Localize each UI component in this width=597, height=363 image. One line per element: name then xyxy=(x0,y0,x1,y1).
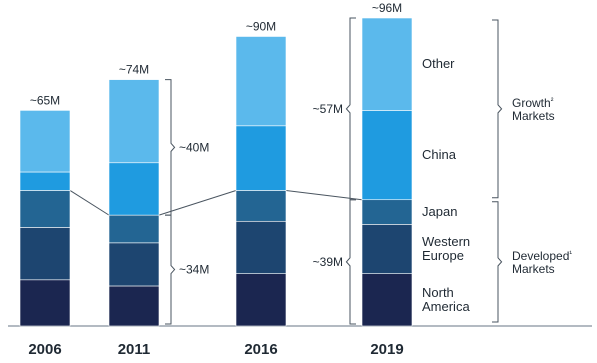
bracket-group-developed xyxy=(492,201,503,323)
group-label-developed: Developed¹ xyxy=(512,249,572,263)
segment-label-western-europe-2: Europe xyxy=(422,248,464,263)
bar-japan-2011 xyxy=(108,214,160,244)
connector-lines xyxy=(69,189,363,216)
bar-other-2016 xyxy=(235,36,287,127)
bar-other-2006 xyxy=(19,110,71,173)
bar-china-2019 xyxy=(361,110,413,201)
bar-western-europe-2006 xyxy=(19,227,71,281)
bar-north-america-2016 xyxy=(235,273,287,327)
bar-western-europe-2019 xyxy=(361,224,413,274)
year-label-2019: 2019 xyxy=(370,341,403,358)
segment-label-north-america-2: America xyxy=(422,299,470,314)
bar-china-2006 xyxy=(19,171,71,191)
connector-line-1 xyxy=(69,190,110,216)
group-label-growth: Growth² xyxy=(512,96,554,110)
bar-north-america-2011 xyxy=(108,285,160,327)
total-label-2019: ~96M xyxy=(372,1,402,15)
annotation-developed-2011: ~34M xyxy=(179,263,209,277)
year-label-2006: 2006 xyxy=(28,341,61,358)
bracket-developed-2019 xyxy=(345,199,356,325)
bar-western-europe-2016 xyxy=(235,220,287,274)
segment-label-china: China xyxy=(422,147,457,162)
year-label-2011: 2011 xyxy=(118,341,151,358)
group-label-developed-line-2: Markets xyxy=(512,262,555,276)
bracket-growth-2019 xyxy=(345,17,356,201)
bar-other-2011 xyxy=(108,79,160,164)
connector-line-2 xyxy=(158,190,237,216)
total-label-2016: ~90M xyxy=(246,19,276,33)
bar-japan-2006 xyxy=(19,190,71,228)
annotation-growth-2011: ~40M xyxy=(179,140,209,154)
connector-line-3 xyxy=(285,189,363,201)
year-label-2016: 2016 xyxy=(244,341,277,358)
annotation-growth-2019: ~57M xyxy=(313,102,343,116)
bracket-group-growth xyxy=(492,19,503,199)
bracket-developed-2011 xyxy=(165,214,176,325)
group-label-growth-line-2: Markets xyxy=(512,109,555,123)
bars xyxy=(19,17,413,327)
bar-north-america-2019 xyxy=(361,273,413,327)
labels: 2006 ~65M 2011 ~74M 2016 ~90M 2019 ~96M ~40M ~34M… xyxy=(28,1,572,358)
bar-western-europe-2011 xyxy=(108,242,160,287)
total-label-2006: ~65M xyxy=(30,93,60,107)
segment-label-north-america-1: North xyxy=(422,285,454,300)
bracket-growth-2011 xyxy=(165,79,176,216)
segment-label-japan: Japan xyxy=(422,204,457,219)
total-label-2011: ~74M xyxy=(119,63,149,77)
bar-japan-2019 xyxy=(361,199,413,225)
bar-north-america-2006 xyxy=(19,279,71,327)
annotation-developed-2019: ~39M xyxy=(313,255,343,269)
bar-japan-2016 xyxy=(235,190,287,222)
brackets xyxy=(165,17,503,325)
bar-china-2016 xyxy=(235,125,287,191)
bar-china-2011 xyxy=(108,162,160,216)
segment-label-other: Other xyxy=(422,56,455,71)
segment-label-western-europe-1: Western xyxy=(422,234,470,249)
bar-other-2019 xyxy=(361,17,413,111)
